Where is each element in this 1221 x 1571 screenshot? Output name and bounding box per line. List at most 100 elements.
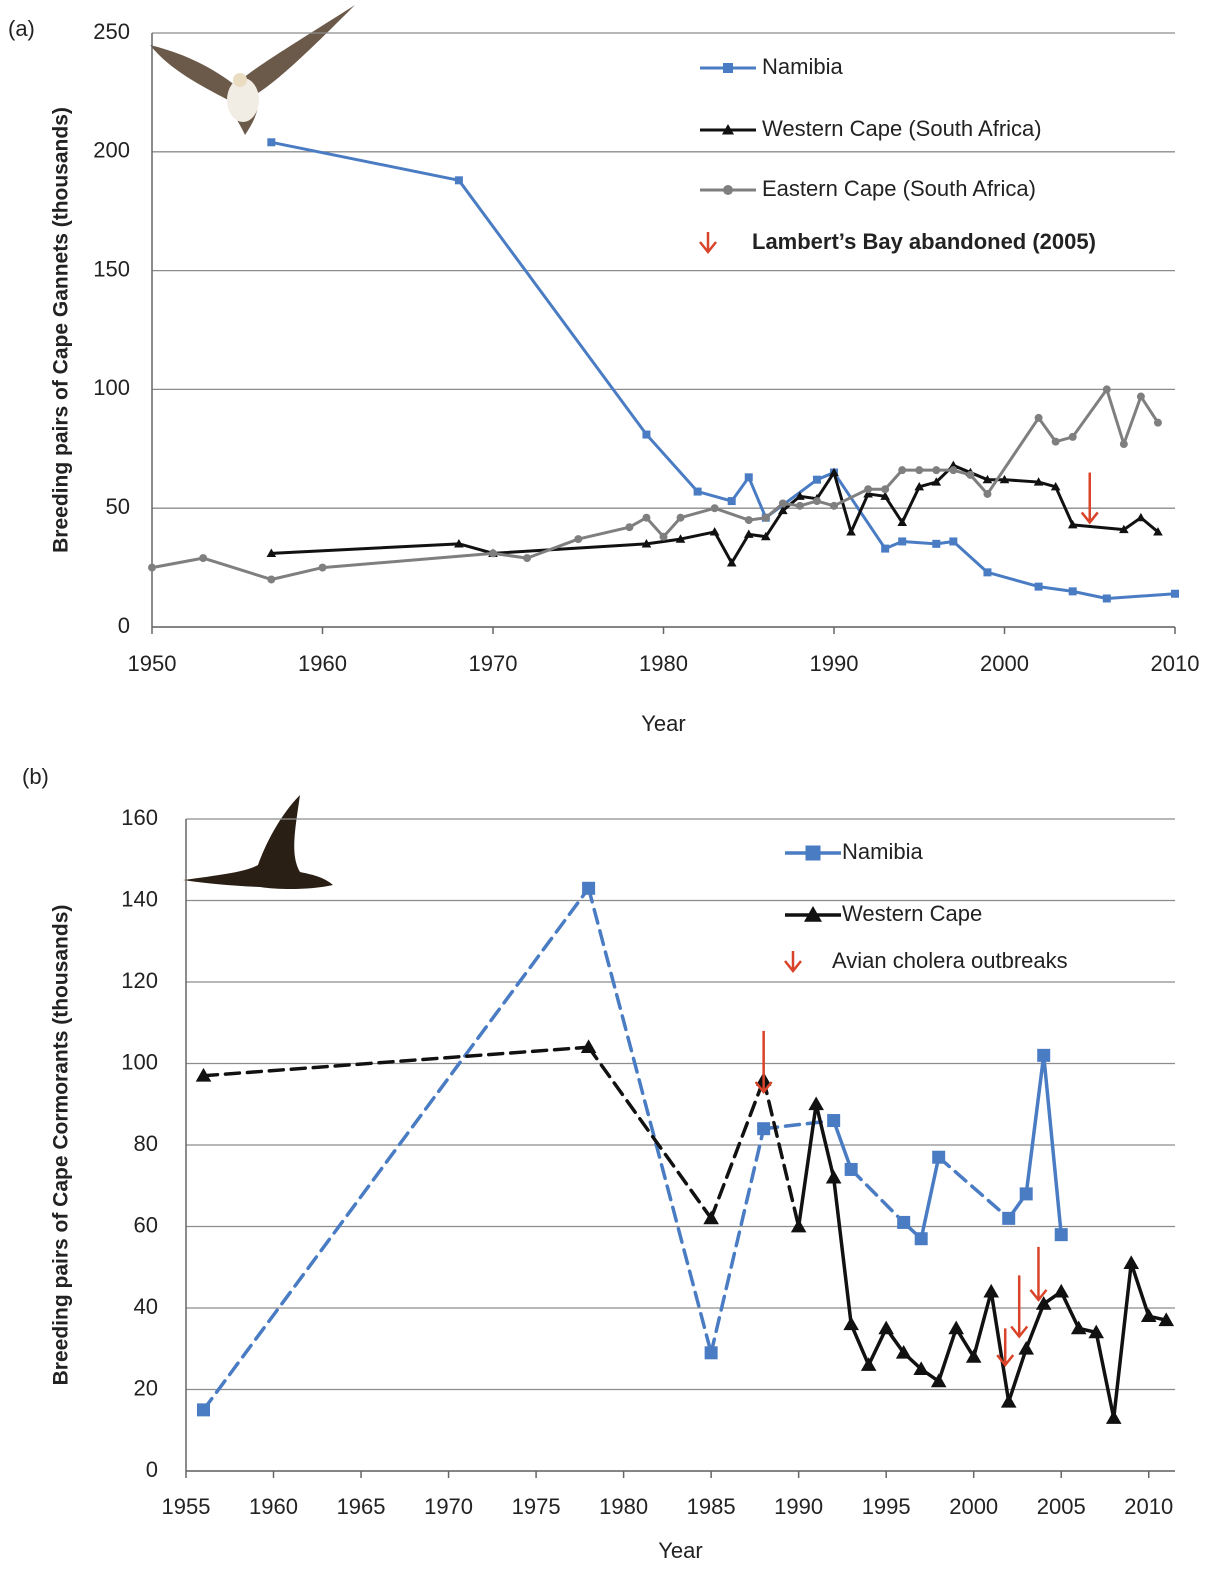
line-segment: [204, 888, 589, 1410]
line-segment: [953, 541, 987, 572]
marker: [1136, 513, 1146, 521]
line-segment: [271, 568, 322, 580]
x-tick-label: 2010: [1124, 1494, 1173, 1519]
marker: [949, 466, 957, 474]
marker: [1037, 1049, 1050, 1062]
marker: [1137, 393, 1145, 401]
marker: [948, 1321, 964, 1335]
x-tick-label: 2000: [980, 651, 1029, 676]
marker: [1103, 594, 1111, 602]
marker: [1071, 1321, 1087, 1335]
marker: [915, 1232, 928, 1245]
marker: [267, 575, 275, 583]
line-segment: [1141, 397, 1158, 423]
line-segment: [1124, 397, 1141, 445]
marker: [705, 1346, 718, 1359]
marker: [779, 499, 787, 507]
annotation-label: Avian cholera outbreaks: [832, 948, 1068, 973]
marker: [932, 540, 940, 548]
line-segment: [589, 888, 712, 1353]
marker: [983, 490, 991, 498]
marker: [745, 473, 753, 481]
marker: [813, 476, 821, 484]
legend-label: Namibia: [762, 54, 843, 79]
line-segment: [459, 544, 493, 554]
line-segment: [851, 1324, 869, 1365]
annotation-arrow: [1082, 473, 1098, 523]
line-segment: [939, 1328, 957, 1381]
y-tick-label: 0: [118, 613, 130, 638]
y-tick-label: 120: [121, 968, 158, 993]
marker: [1069, 587, 1077, 595]
legend-marker: [723, 185, 733, 195]
marker: [843, 1317, 859, 1331]
line-segment: [1056, 487, 1073, 525]
line-segment: [152, 558, 203, 568]
x-axis-label: Year: [641, 711, 685, 736]
line-segment: [1107, 594, 1175, 599]
marker: [791, 1219, 807, 1233]
line-segment: [271, 142, 459, 180]
marker: [983, 1284, 999, 1298]
marker: [148, 564, 156, 572]
marker: [1171, 590, 1179, 598]
page: {"chart_data": [ {"type": "line", "panel…: [0, 0, 1221, 1571]
line-segment: [715, 532, 732, 563]
marker: [660, 533, 668, 541]
marker: [757, 1122, 770, 1135]
marker: [966, 471, 974, 479]
line-segment: [459, 180, 647, 434]
marker: [1018, 1341, 1034, 1355]
y-tick-label: 40: [134, 1294, 158, 1319]
line-segment: [749, 477, 766, 517]
marker: [1103, 385, 1111, 393]
marker: [932, 1151, 945, 1164]
marker: [455, 176, 463, 184]
marker: [1069, 433, 1077, 441]
marker: [728, 497, 736, 505]
annotation-arrow: [1011, 1275, 1027, 1336]
marker: [898, 537, 906, 545]
line-segment: [1073, 591, 1107, 598]
marker: [796, 502, 804, 510]
marker: [949, 537, 957, 545]
gannet-icon: [150, 5, 355, 135]
marker: [1055, 1228, 1068, 1241]
y-tick-label: 100: [121, 1049, 158, 1074]
x-tick-label: 1965: [337, 1494, 386, 1519]
x-tick-label: 1980: [639, 651, 688, 676]
line-segment: [681, 532, 715, 539]
line-segment: [834, 1178, 852, 1325]
marker: [845, 1163, 858, 1176]
line-segment: [493, 553, 527, 558]
marker: [523, 554, 531, 562]
line-segment: [974, 1292, 992, 1357]
x-tick-label: 1990: [810, 651, 859, 676]
marker: [826, 1170, 842, 1184]
y-tick-label: 140: [121, 886, 158, 911]
line-segment: [1073, 389, 1107, 437]
line-segment: [902, 541, 936, 543]
marker: [1035, 414, 1043, 422]
marker: [319, 564, 327, 572]
marker: [267, 138, 275, 146]
marker: [897, 1216, 910, 1229]
marker: [881, 485, 889, 493]
x-tick-label: 1990: [774, 1494, 823, 1519]
marker: [694, 488, 702, 496]
line-segment: [711, 1129, 764, 1353]
line-segment: [764, 1080, 799, 1227]
marker: [1123, 1255, 1139, 1269]
x-tick-label: 2005: [1037, 1494, 1086, 1519]
x-tick-label: 2000: [949, 1494, 998, 1519]
marker: [1035, 583, 1043, 591]
line-segment: [698, 492, 732, 502]
marker: [582, 882, 595, 895]
marker: [1052, 438, 1060, 446]
line-segment: [1005, 480, 1039, 482]
x-tick-label: 1995: [862, 1494, 911, 1519]
marker: [983, 568, 991, 576]
y-tick-label: 60: [134, 1212, 158, 1237]
legend-marker: [806, 846, 821, 861]
line-segment: [1107, 389, 1124, 444]
